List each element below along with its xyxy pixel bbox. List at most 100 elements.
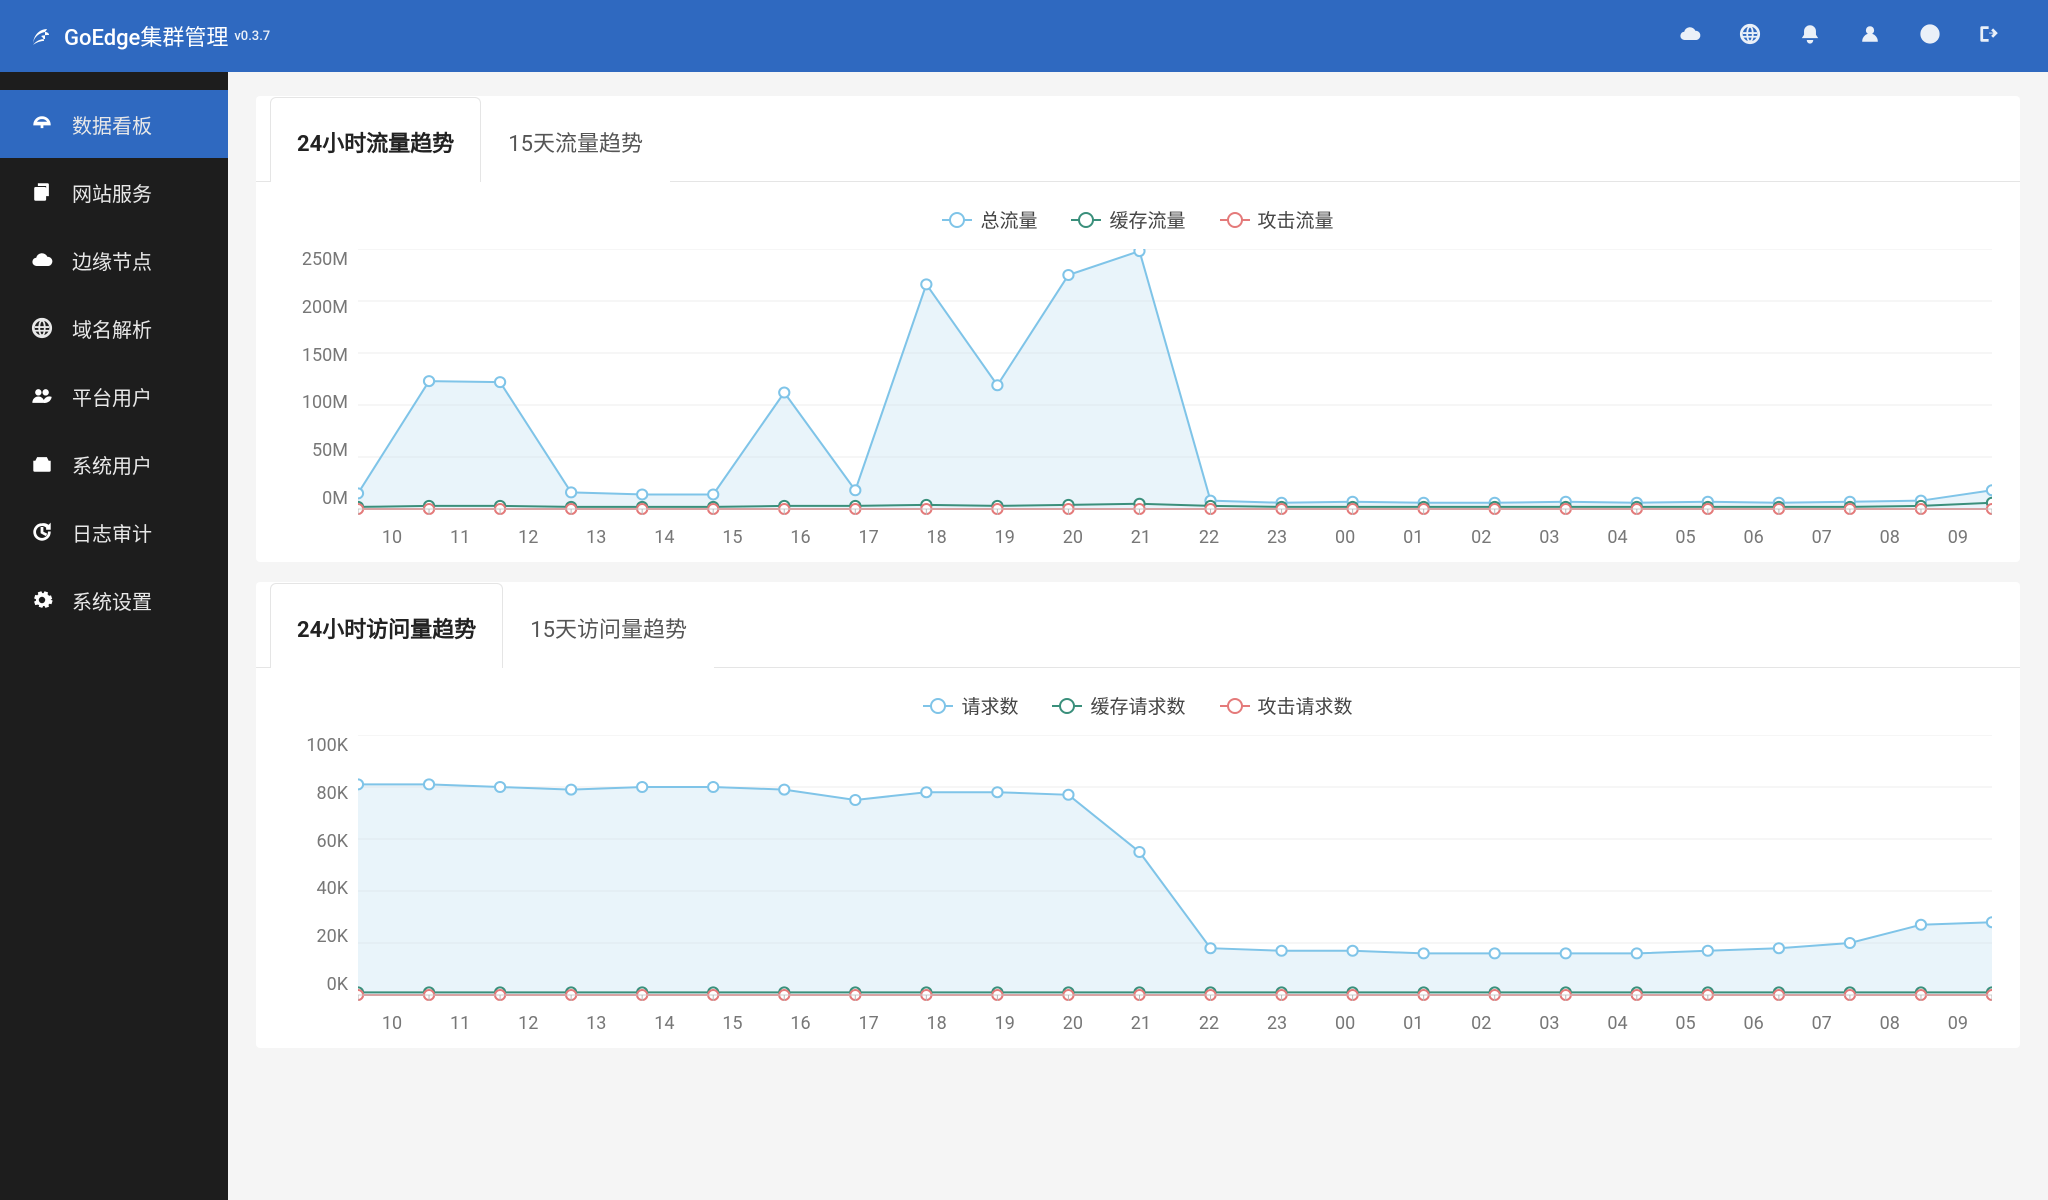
legend-label: 缓存请求数 (1090, 692, 1185, 719)
x-tick-label: 09 (1924, 1013, 1992, 1034)
legend-label: 总流量 (980, 206, 1037, 233)
x-tick-label: 16 (766, 1013, 834, 1034)
tab-requests-1[interactable]: 15天访问量趋势 (503, 583, 714, 668)
x-tick-label: 15 (698, 527, 766, 548)
header-bell-button[interactable] (1780, 0, 1840, 72)
sidebar-item-dashboard[interactable]: 数据看板 (0, 90, 228, 158)
x-tick-label: 20 (1039, 527, 1107, 548)
x-tick-label: 06 (1720, 1013, 1788, 1034)
history-icon (28, 521, 56, 543)
sidebar-item-website[interactable]: 网站服务 (0, 158, 228, 226)
globe-icon (28, 317, 56, 339)
x-tick-label: 22 (1175, 527, 1243, 548)
x-tick-label: 17 (835, 1013, 903, 1034)
logout-icon (1979, 23, 2001, 49)
x-tick-label: 02 (1447, 527, 1515, 548)
sidebar-item-label: 域名解析 (72, 314, 152, 343)
header-logout-button[interactable] (1960, 0, 2020, 72)
chart-zone-traffic: 总流量 缓存流量 攻击流量 250M200M150M100M50M0M 1011… (256, 182, 2020, 562)
x-tick-label: 20 (1039, 1013, 1107, 1034)
y-tick-label: 250M (302, 249, 348, 270)
x-tick-label: 10 (358, 527, 426, 548)
legend-item[interactable]: 请求数 (923, 692, 1018, 719)
legend-item[interactable]: 攻击流量 (1220, 206, 1334, 233)
sidebar-item-label: 平台用户 (72, 382, 152, 411)
sidebar-item-audit[interactable]: 日志审计 (0, 498, 228, 566)
x-tick-label: 13 (562, 527, 630, 548)
sidebar-item-users[interactable]: 平台用户 (0, 362, 228, 430)
x-tick-label: 07 (1788, 527, 1856, 548)
x-tick-label: 23 (1243, 527, 1311, 548)
cloud-icon (1679, 23, 1701, 49)
globe-icon (1739, 23, 1761, 49)
x-tick-label: 16 (766, 527, 834, 548)
sidebar-item-dns[interactable]: 域名解析 (0, 294, 228, 362)
x-tick-label: 00 (1311, 527, 1379, 548)
sidebar-item-sysusers[interactable]: 系统用户 (0, 430, 228, 498)
x-tick-label: 07 (1788, 1013, 1856, 1034)
legend-traffic: 总流量 缓存流量 攻击流量 (284, 206, 1992, 233)
x-tick-label: 03 (1515, 527, 1583, 548)
x-tick-label: 19 (971, 1013, 1039, 1034)
sidebar-item-label: 网站服务 (72, 178, 152, 207)
legend-item[interactable]: 总流量 (942, 206, 1037, 233)
x-tick-label: 06 (1720, 527, 1788, 548)
chart-card-requests: 24小时访问量趋势15天访问量趋势 请求数 缓存请求数 攻击请求数 100K80… (256, 582, 2020, 1048)
app-title: GoEdge集群管理 (64, 20, 228, 52)
cloud-icon (28, 249, 56, 271)
legend-swatch-icon (1220, 219, 1250, 221)
user-icon (1859, 23, 1881, 49)
y-tick-label: 40K (316, 878, 348, 899)
bell-icon (1799, 23, 1821, 49)
x-tick-label: 17 (835, 527, 903, 548)
y-tick-label: 0K (327, 974, 348, 995)
legend-item[interactable]: 缓存请求数 (1052, 692, 1185, 719)
legend-item[interactable]: 攻击请求数 (1220, 692, 1353, 719)
sidebar-item-edge[interactable]: 边缘节点 (0, 226, 228, 294)
x-tick-label: 03 (1515, 1013, 1583, 1034)
y-tick-label: 100M (302, 392, 348, 413)
x-tick-label: 21 (1107, 527, 1175, 548)
tab-traffic-1[interactable]: 15天流量趋势 (481, 97, 670, 182)
x-tick-label: 02 (1447, 1013, 1515, 1034)
y-tick-label: 200M (302, 297, 348, 318)
plot-requests (358, 735, 1992, 1003)
x-tick-label: 12 (494, 1013, 562, 1034)
y-tick-label: 60K (316, 831, 348, 852)
x-tick-label: 09 (1924, 527, 1992, 548)
sidebar-item-settings[interactable]: 系统设置 (0, 566, 228, 634)
legend-swatch-icon (923, 705, 953, 707)
leaf-icon (28, 24, 52, 48)
legend-item[interactable]: 缓存流量 (1071, 206, 1185, 233)
x-tick-label: 00 (1311, 1013, 1379, 1034)
y-tick-label: 20K (316, 926, 348, 947)
x-tick-label: 05 (1651, 527, 1719, 548)
y-tick-label: 150M (302, 345, 348, 366)
x-axis: 1011121314151617181920212223000102030405… (284, 1003, 1992, 1034)
legend-label: 攻击流量 (1258, 206, 1334, 233)
chart-zone-requests: 请求数 缓存请求数 攻击请求数 100K80K60K40K20K0K 10111… (256, 668, 2020, 1048)
x-tick-label: 01 (1379, 1013, 1447, 1034)
header-contrast-button[interactable] (1900, 0, 1960, 72)
x-tick-label: 18 (903, 1013, 971, 1034)
header-cloud-button[interactable] (1660, 0, 1720, 72)
x-tick-label: 05 (1651, 1013, 1719, 1034)
plot-traffic (358, 249, 1992, 517)
sidebar-item-label: 系统设置 (72, 586, 152, 615)
users-icon (28, 385, 56, 407)
legend-label: 缓存流量 (1109, 206, 1185, 233)
legend-label: 攻击请求数 (1258, 692, 1353, 719)
sidebar-item-label: 日志审计 (72, 518, 152, 547)
header-globe-button[interactable] (1720, 0, 1780, 72)
x-tick-label: 04 (1583, 1013, 1651, 1034)
x-tick-label: 21 (1107, 1013, 1175, 1034)
brand[interactable]: GoEdge集群管理 v0.3.7 (28, 20, 270, 52)
tab-traffic-0[interactable]: 24小时流量趋势 (270, 97, 481, 182)
contrast-icon (1919, 23, 1941, 49)
x-tick-label: 14 (630, 527, 698, 548)
legend-swatch-icon (1071, 219, 1101, 221)
tab-requests-0[interactable]: 24小时访问量趋势 (270, 583, 503, 668)
legend-swatch-icon (1052, 705, 1082, 707)
header-user-button[interactable] (1840, 0, 1900, 72)
x-axis: 1011121314151617181920212223000102030405… (284, 517, 1992, 548)
